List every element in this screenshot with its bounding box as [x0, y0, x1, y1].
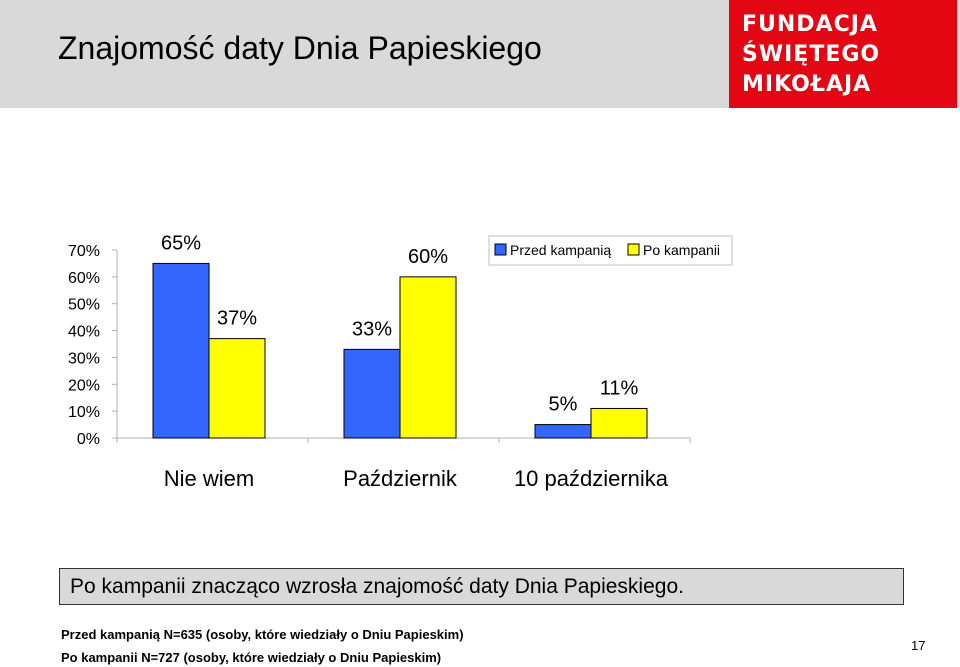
foundation-logo: FUNDACJA ŚWIĘTEGO MIKOŁAJA — [729, 0, 957, 108]
data-label: 60% — [408, 246, 448, 268]
bar — [534, 424, 592, 439]
category-label: Nie wiem — [164, 466, 254, 491]
bar — [590, 407, 648, 439]
legend-label: Przed kampanią — [510, 242, 611, 258]
y-tick-label: 60% — [68, 270, 100, 287]
y-tick-label: 20% — [68, 377, 100, 394]
y-tick-label: 40% — [68, 324, 100, 341]
legend-swatch — [494, 243, 507, 256]
legend-box — [488, 235, 733, 266]
data-label: 65% — [161, 232, 201, 254]
page-number: 17 — [911, 638, 926, 653]
y-tick-label: 70% — [68, 243, 100, 260]
legend-label: Po kampanii — [643, 242, 720, 258]
bar — [399, 276, 457, 439]
header-bar: Znajomość daty Dnia Papieskiego FUNDACJA… — [0, 0, 960, 108]
data-label: 33% — [352, 318, 392, 340]
summary-box: Po kampanii znacząco wzrosła znajomość d… — [59, 568, 904, 605]
bar — [208, 338, 266, 439]
note-after: Po kampanii N=727 (osoby, które wiedział… — [61, 650, 442, 665]
logo-line-1: FUNDACJA — [742, 12, 878, 37]
note-before: Przed kampanią N=635 (osoby, które wiedz… — [61, 627, 464, 642]
logo-line-2: ŚWIĘTEGO — [742, 42, 881, 67]
category-label: Październik — [343, 466, 458, 491]
slide-title: Znajomość daty Dnia Papieskiego — [58, 30, 542, 66]
y-tick-label: 0% — [77, 431, 100, 448]
y-tick-label: 50% — [68, 297, 100, 314]
bar — [343, 348, 401, 439]
legend-swatch — [627, 243, 640, 256]
y-tick-label: 30% — [68, 350, 100, 367]
summary-text: Po kampanii znacząco wzrosła znajomość d… — [70, 575, 684, 598]
data-label: 5% — [549, 394, 578, 416]
category-label: 10 października — [514, 466, 669, 491]
y-tick-label: 10% — [68, 404, 100, 421]
data-label: 11% — [600, 377, 639, 399]
logo-line-3: MIKOŁAJA — [742, 72, 872, 97]
data-label: 37% — [217, 308, 257, 330]
bar — [152, 262, 210, 439]
